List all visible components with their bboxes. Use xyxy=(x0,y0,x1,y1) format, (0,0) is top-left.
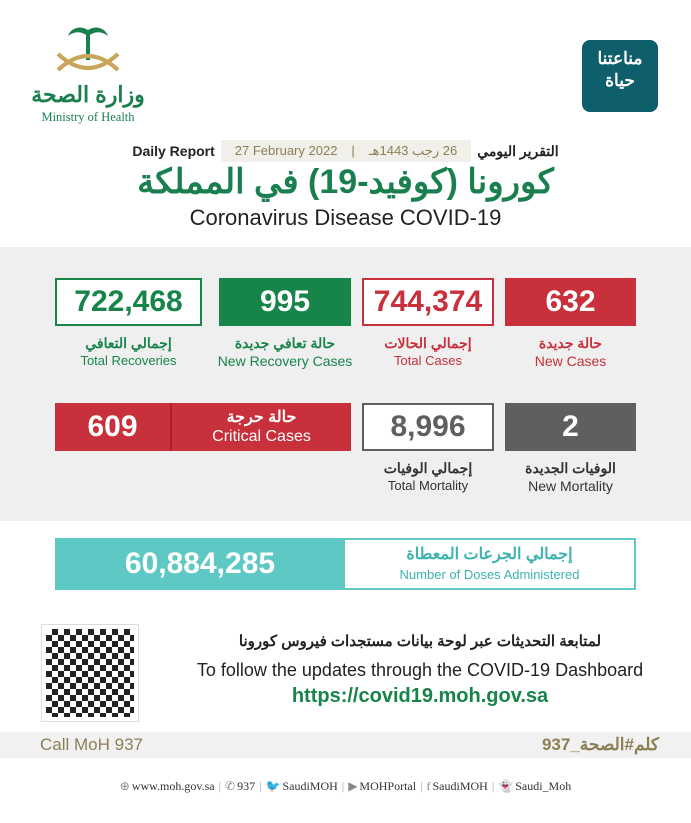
label-en: New Cases xyxy=(534,353,607,369)
divider: | xyxy=(420,779,423,793)
phone-icon: ✆ xyxy=(225,779,236,793)
social-link-text: MOHPortal xyxy=(359,779,417,793)
qr-code[interactable] xyxy=(41,624,139,722)
social-link-text: 937 xyxy=(237,779,256,793)
call-moh-ar: كلم#الصحة_937 xyxy=(541,735,659,754)
globe-icon: ⊕ xyxy=(119,779,130,793)
facebook-icon: f xyxy=(426,779,431,793)
social-link[interactable]: 👻 Saudi_Moh xyxy=(498,779,571,794)
divider: | xyxy=(218,779,222,793)
call-moh-en: Call MoH 937 xyxy=(40,735,143,754)
doses-label: إجمالي الجرعات المعطاة Number of Doses A… xyxy=(345,538,636,590)
social-link[interactable]: ✆ 937 xyxy=(225,779,255,794)
new-recoveries-label: حالة تعافي جديدة New Recovery Cases xyxy=(210,334,360,370)
new-mortality-value: 2 xyxy=(505,403,636,451)
new-cases-value: 632 xyxy=(505,278,636,326)
social-link-text: www.moh.gov.sa xyxy=(131,779,215,793)
new-mortality-label: الوفيات الجديدة New Mortality xyxy=(505,459,636,495)
twitter-icon: 🐦 xyxy=(265,779,281,793)
dashboard-link[interactable]: https://covid19.moh.gov.sa xyxy=(291,685,549,707)
divider: | xyxy=(351,143,355,158)
total-recoveries-label: إجمالي التعافي Total Recoveries xyxy=(55,334,202,370)
logo-text-2: حياة xyxy=(605,71,635,90)
total-cases-value: 744,374 xyxy=(362,278,494,326)
label-ar: إجمالي الجرعات المعطاة xyxy=(406,546,573,563)
label-en: Total Recoveries xyxy=(80,353,177,368)
snapchat-icon: 👻 xyxy=(498,779,514,793)
moh-name-en: Ministry of Health xyxy=(41,110,135,124)
label-en: Total Mortality xyxy=(387,478,469,493)
social-link-text: SaudiMOH xyxy=(432,779,488,793)
label-en: New Recovery Cases xyxy=(217,353,353,369)
call-bar: Call MoH 937 كلم#الصحة_937 xyxy=(0,732,691,758)
report-header: Daily Report 27 February 2022 | 26 رجب 1… xyxy=(0,140,691,162)
date-gregorian: 27 February 2022 xyxy=(234,143,338,158)
moh-name-ar: وزارة الصحة xyxy=(31,82,145,107)
label-ar: إجمالي الحالات xyxy=(384,335,472,351)
social-links: ⊕ www.moh.gov.sa | ✆ 937 | 🐦 SaudiMOH | ▶ MOHPorta… xyxy=(0,779,691,794)
daily-report-en: Daily Report xyxy=(132,143,215,159)
social-link-text: Saudi_Moh xyxy=(515,779,572,793)
critical-cases-value: 609 xyxy=(55,403,170,451)
label-ar: إجمالي التعافي xyxy=(85,335,172,351)
label-ar: إجمالي الوفيات xyxy=(383,460,473,476)
label-ar: حالة جديدة xyxy=(538,335,603,351)
new-cases-label: حالة جديدة New Cases xyxy=(505,334,636,370)
label-ar: الوفيات الجديدة xyxy=(525,460,616,476)
date-hijri: 26 رجب 1443هـ xyxy=(368,143,458,158)
total-mortality-label: إجمالي الوفيات Total Mortality xyxy=(368,459,488,495)
divider: | xyxy=(491,779,495,793)
social-link[interactable]: ▶ MOHPortal xyxy=(348,779,416,794)
social-link[interactable]: f SaudiMOH xyxy=(427,779,488,794)
social-link[interactable]: ⊕ www.moh.gov.sa xyxy=(120,779,215,794)
divider: | xyxy=(341,779,345,793)
label-en: Total Cases xyxy=(394,353,462,368)
youtube-icon: ▶ xyxy=(348,779,358,793)
social-link[interactable]: 🐦 SaudiMOH xyxy=(265,779,337,794)
social-link-text: SaudiMOH xyxy=(282,779,338,793)
critical-cases-label: حالة حرجة Critical Cases xyxy=(170,403,351,451)
total-recoveries-value: 722,468 xyxy=(55,278,202,326)
divider: | xyxy=(259,779,262,793)
label-en: Number of Doses Administered xyxy=(399,567,580,582)
title-ar: كورونا (كوفيد-19) في المملكة xyxy=(137,163,554,201)
dashboard-text-en: To follow the updates through the COVID-… xyxy=(196,660,644,680)
new-recoveries-value: 995 xyxy=(219,278,351,326)
title-en: Coronavirus Disease COVID-19 xyxy=(189,205,502,230)
logo-text-1: مناعتنا xyxy=(597,49,643,68)
total-cases-label: إجمالي الحالات Total Cases xyxy=(368,334,488,370)
tawakkalna-life-logo: مناعتنا حياة xyxy=(582,40,658,112)
label-en: Critical Cases xyxy=(212,428,311,445)
label-en: New Mortality xyxy=(528,478,613,494)
label-ar: حالة تعافي جديدة xyxy=(234,335,336,351)
daily-report-ar: التقرير اليومي xyxy=(477,142,559,159)
moh-logo: وزارة الصحة Ministry of Health xyxy=(18,22,158,127)
doses-value: 60,884,285 xyxy=(55,538,345,590)
dashboard-text-ar: لمتابعة التحديثات عبر لوحة بيانات مستجدا… xyxy=(238,633,602,650)
label-ar: حالة حرجة xyxy=(226,409,297,426)
total-mortality-value: 8,996 xyxy=(362,403,494,451)
palm-swords-icon xyxy=(56,27,120,72)
report-date: 27 February 2022 | 26 رجب 1443هـ xyxy=(220,140,472,162)
